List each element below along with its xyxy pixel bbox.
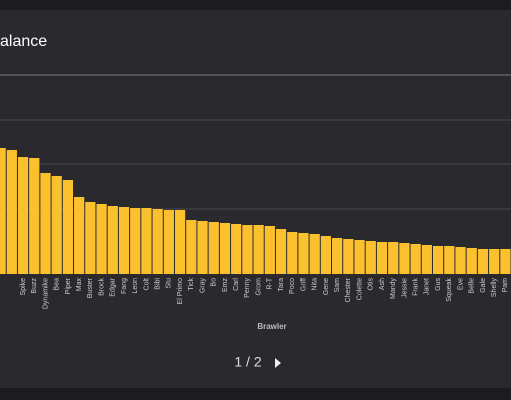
x-tick-label: Mandy: [390, 278, 397, 300]
bar: [107, 206, 118, 274]
bar: [85, 202, 96, 274]
x-tick-label: Tick: [188, 278, 195, 291]
x-tick-label: El Primo: [177, 278, 184, 305]
x-tick-label: Max: [76, 278, 83, 292]
bar: [219, 223, 231, 274]
bar: [17, 157, 29, 274]
bar: [421, 245, 432, 274]
x-tick-label: Frank: [412, 278, 419, 296]
x-tick-label: Colette: [356, 278, 363, 300]
x-tick-label: Shelly: [491, 278, 498, 298]
bar: [455, 247, 466, 274]
bar: [354, 240, 365, 274]
bar: [152, 209, 163, 274]
bar: [141, 208, 152, 274]
bar: [29, 158, 40, 274]
bar: [410, 244, 421, 274]
bar: [388, 242, 399, 274]
x-tick-label: Nita: [312, 278, 319, 291]
x-tick-label: Poco: [289, 278, 296, 294]
x-tick-label: Pam: [502, 278, 509, 293]
bar: [118, 207, 130, 274]
bar: [298, 233, 309, 274]
bar: [163, 210, 174, 274]
x-tick-label: Edgar: [110, 277, 117, 296]
x-tick-label: Bea: [54, 278, 61, 291]
bar: [444, 246, 455, 274]
x-tick-label: Otis: [368, 278, 375, 291]
x-tick-label: Jessie: [401, 278, 408, 298]
x-tick-label: Leon: [132, 278, 139, 294]
bar: [197, 221, 208, 274]
x-tick-label: Ash: [379, 278, 386, 290]
x-tick-label: Brock: [98, 278, 105, 296]
x-tick-label: Bibi: [154, 278, 161, 290]
bar: [489, 249, 500, 274]
bar: [174, 210, 186, 274]
pagination-label: 1 / 2: [234, 354, 261, 370]
x-tick-label: Piper: [65, 277, 72, 294]
bar: [74, 197, 85, 274]
bar: [275, 229, 287, 274]
bar: [130, 208, 141, 274]
bar: [466, 248, 477, 274]
bar: [320, 236, 332, 274]
x-tick-label: Bo: [211, 278, 218, 287]
bar: [332, 238, 343, 274]
x-tick-label: Carl: [233, 278, 240, 291]
x-tick-label: Gene: [323, 278, 330, 295]
x-tick-label: Squeak: [446, 278, 453, 302]
bar: [6, 150, 17, 274]
x-tick-label: Spike: [20, 278, 27, 296]
bar: [96, 204, 107, 274]
bar: [208, 222, 219, 274]
chart-panel: [0, 10, 511, 388]
bar: [186, 220, 197, 274]
bar: [264, 226, 275, 274]
next-page-button[interactable]: [275, 358, 281, 368]
bar: [365, 241, 376, 274]
x-tick-label: Colt: [143, 278, 150, 291]
bar: [376, 242, 388, 274]
x-tick-label: Buzz: [31, 278, 38, 294]
x-tick-label: Gray: [199, 278, 206, 294]
x-tick-label: Chester: [345, 277, 352, 302]
x-axis-title: Brawler: [257, 322, 286, 331]
x-tick-label: Belle: [469, 278, 476, 294]
bar: [309, 234, 320, 274]
x-tick-label: Dynamike: [42, 278, 49, 309]
x-tick-label: Gus: [435, 278, 442, 291]
bar: [231, 224, 242, 274]
x-tick-label: Penny: [244, 278, 251, 298]
x-tick-label: Gale: [480, 278, 487, 293]
bar: [62, 180, 74, 274]
x-tick-label: R-T: [267, 277, 274, 289]
x-tick-label: Sam: [334, 278, 341, 293]
bar: [287, 232, 298, 274]
x-tick-label: Grom: [255, 278, 262, 296]
bar: [432, 246, 444, 274]
x-tick-label: Emz: [222, 278, 229, 293]
chart-title: alance: [0, 33, 47, 50]
x-tick-label: Fang: [121, 278, 128, 294]
x-tick-label: Janet: [424, 278, 431, 295]
x-tick-label: Eve: [457, 278, 464, 290]
bar: [0, 148, 6, 274]
x-tick-label: Stu: [166, 278, 173, 289]
bar: [242, 225, 253, 274]
bar: [40, 173, 51, 274]
bar: [51, 176, 62, 274]
bar: [477, 249, 489, 274]
bar: [500, 249, 511, 274]
bar: [399, 243, 410, 274]
bar: [253, 225, 264, 274]
x-tick-label: Griff: [300, 278, 307, 291]
bar: [343, 239, 354, 274]
x-tick-label: Tara: [278, 278, 285, 292]
x-tick-label: Buster: [87, 277, 94, 298]
